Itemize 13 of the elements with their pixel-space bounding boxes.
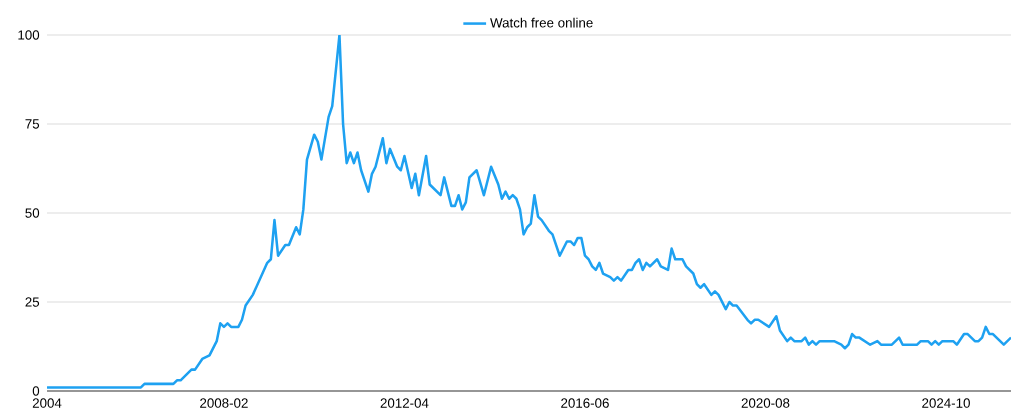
- x-tick-label: 2024-10: [922, 398, 970, 408]
- y-tick-label: 50: [25, 208, 40, 218]
- x-tick-label: 2004: [32, 398, 62, 408]
- y-tick-label: 25: [25, 297, 40, 307]
- x-tick-label: 2008-02: [200, 398, 248, 408]
- line-series: [47, 34, 1011, 389]
- y-tick-label: 0: [32, 386, 40, 396]
- y-tick-label: 75: [25, 119, 40, 129]
- x-tick-label: 2020-08: [741, 398, 790, 408]
- y-tick-label: 100: [18, 30, 40, 40]
- x-tick-label: 2012-04: [380, 398, 429, 408]
- x-tick-label: 2016-06: [561, 398, 609, 408]
- legend-label: Watch free online: [490, 17, 593, 28]
